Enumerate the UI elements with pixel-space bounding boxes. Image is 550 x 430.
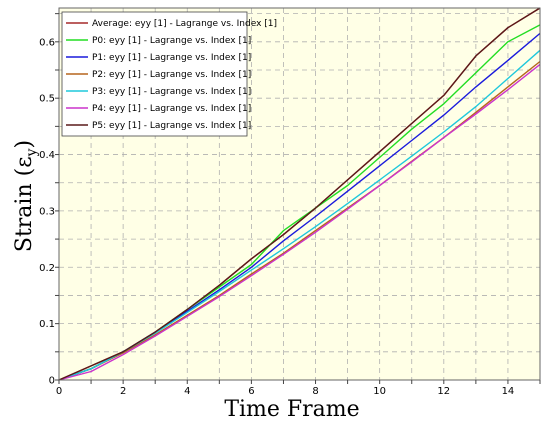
legend-label-6: P5: eyy [1] - Lagrange vs. Index [1] [92, 121, 251, 131]
legend-label-5: P4: eyy [1] - Lagrange vs. Index [1] [92, 104, 251, 114]
y-tick-label: 0.1 [39, 319, 55, 330]
x-tick-label: 0 [56, 386, 62, 397]
x-tick-label: 6 [248, 386, 254, 397]
y-axis-title: Strain (εy) [12, 140, 40, 252]
y-axis-title-close: ) [12, 140, 37, 149]
x-axis-title: Time Frame [224, 397, 359, 422]
x-tick-label: 12 [437, 386, 450, 397]
series-lines [58, 7, 541, 381]
x-axis-ticks: 0 2 4 6 8 10 12 14 [56, 380, 541, 397]
legend-box [61, 11, 248, 137]
legend-label-3: P2: eyy [1] - Lagrange vs. Index [1] [92, 70, 251, 80]
legend: Average: eyy [1] - Lagrange vs. Index [1… [61, 11, 277, 137]
y-tick-label: 0 [49, 376, 55, 387]
legend-label-2: P1: eyy [1] - Lagrange vs. Index [1] [92, 53, 251, 63]
y-tick-label: 0.6 [39, 37, 55, 48]
y-axis-ticks: 0 0.1 0.2 0.3 0.4 0.5 0.6 [39, 13, 59, 387]
x-tick-label: 10 [373, 386, 386, 397]
x-tick-label: 4 [184, 386, 190, 397]
y-tick-label: 0.3 [39, 206, 55, 217]
y-tick-label: 0.2 [39, 263, 55, 274]
y-tick-label: 0.4 [39, 150, 55, 161]
series-line-5 [58, 63, 541, 381]
legend-label-4: P3: eyy [1] - Lagrange vs. Index [1] [92, 87, 251, 97]
x-tick-label: 14 [502, 386, 515, 397]
y-tick-label: 0.5 [39, 94, 55, 105]
legend-label-0: Average: eyy [1] - Lagrange vs. Index [1… [92, 19, 277, 29]
series-line-6 [58, 7, 541, 381]
plot-frame [58, 7, 541, 381]
x-tick-label: 8 [312, 386, 318, 397]
y-axis-title-sub: y [24, 148, 40, 157]
y-axis-title-main: Strain (ε [12, 156, 37, 252]
x-tick-label: 2 [120, 386, 126, 397]
legend-label-1: P0: eyy [1] - Lagrange vs. Index [1] [92, 36, 251, 46]
